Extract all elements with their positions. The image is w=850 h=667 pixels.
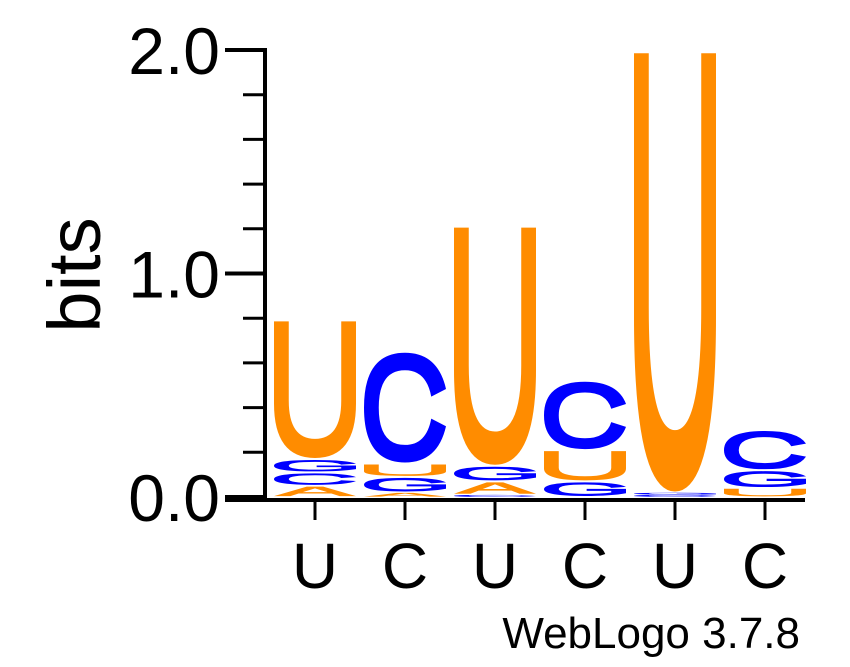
letter-stack (544, 381, 626, 496)
letter-a-glyph (364, 492, 446, 497)
y-axis: 0.0 1.0 2.0 (128, 14, 267, 535)
x-tick-label: U (472, 530, 518, 602)
footer-credit: WebLogo 3.7.8 (502, 609, 800, 658)
letter-g-glyph (274, 460, 356, 472)
letter-c-glyph (274, 473, 356, 485)
letter-c-glyph (634, 494, 716, 497)
letter-stack (454, 227, 536, 497)
letter-u-glyph (274, 321, 356, 459)
letter-stack (364, 352, 446, 497)
letter-stack (724, 430, 806, 497)
x-tick-label: U (292, 530, 338, 602)
y-axis-label: bits (33, 217, 116, 332)
letter-c-glyph (544, 381, 626, 450)
y-tick-label: 0.0 (128, 461, 220, 535)
letter-u-glyph (724, 488, 806, 497)
letter-g-glyph (724, 471, 806, 488)
letter-a-glyph (274, 486, 356, 497)
x-tick-label: U (652, 530, 698, 602)
y-tick-label: 1.0 (128, 238, 220, 312)
x-tick-label: C (742, 530, 788, 602)
letter-g-glyph (364, 477, 446, 492)
letter-a-glyph (454, 482, 536, 494)
letter-stack (274, 321, 356, 497)
letter-u-glyph (634, 53, 716, 492)
letter-c-glyph (364, 352, 446, 463)
letter-g-glyph (544, 482, 626, 496)
letter-u-glyph (364, 464, 446, 476)
letter-stack (634, 53, 716, 497)
letter-c-glyph (724, 430, 806, 470)
y-tick-label: 2.0 (128, 14, 220, 88)
letter-g-glyph (454, 466, 536, 481)
x-tick-label: C (562, 530, 608, 602)
letter-u-glyph (454, 227, 536, 465)
letter-c-glyph (454, 494, 536, 497)
x-tick-label: C (382, 530, 428, 602)
letter-u-glyph (544, 451, 626, 481)
letter-stacks (274, 53, 806, 497)
letter-g-glyph (634, 492, 716, 495)
